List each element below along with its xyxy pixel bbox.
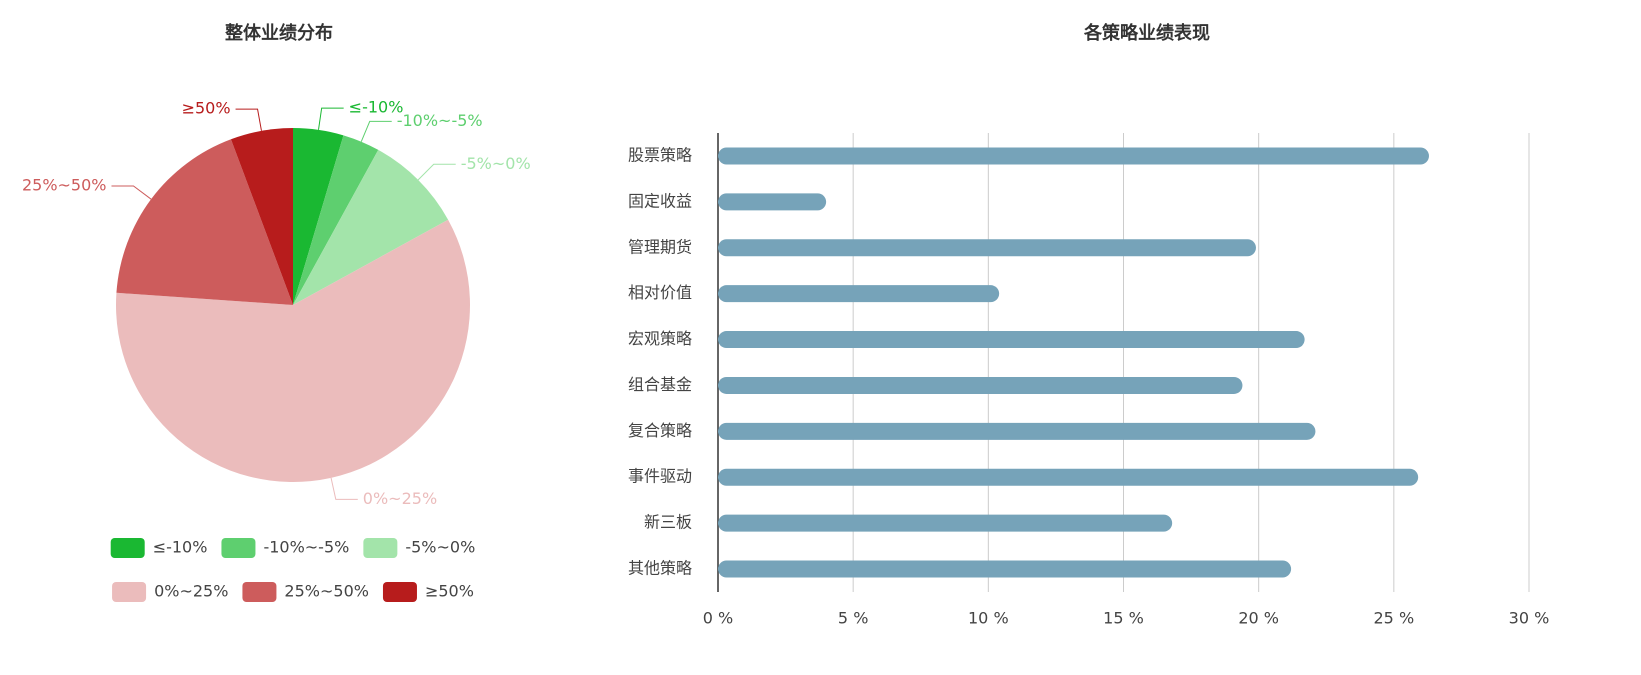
bar <box>718 422 1316 440</box>
slice-label: 25%~50% <box>22 176 107 195</box>
x-tick-label: 25 % <box>1374 609 1415 628</box>
legend-label: -5%~0% <box>405 538 475 557</box>
y-tick-label: 其他策略 <box>628 559 692 578</box>
x-tick-label: 0 % <box>703 609 733 628</box>
y-tick-label: 相对价值 <box>628 283 692 302</box>
bar <box>718 239 1256 257</box>
bar <box>718 193 827 211</box>
x-tick-label: 30 % <box>1509 609 1550 628</box>
y-tick-label: 宏观策略 <box>628 329 692 348</box>
x-tick-label: 10 % <box>968 609 1009 628</box>
pie-slice <box>230 128 293 305</box>
legend-label: ≥50% <box>425 582 474 601</box>
legend-label: 0%~25% <box>154 582 228 601</box>
y-tick-label: 股票策略 <box>628 146 692 165</box>
y-tick-label: 事件驱动 <box>628 467 692 486</box>
bar-title: 各策略业绩表现 <box>1083 22 1210 44</box>
pie-title: 整体业绩分布 <box>224 22 333 44</box>
pie-slice <box>293 128 344 305</box>
slice-label: ≥50% <box>182 99 231 118</box>
slice-label: -10%~-5% <box>397 111 483 130</box>
label-line <box>330 477 358 500</box>
label-line <box>317 107 344 130</box>
bar <box>718 514 1173 532</box>
label-line <box>360 120 392 142</box>
y-tick-label: 管理期货 <box>628 237 692 256</box>
label-line <box>235 108 262 131</box>
bar <box>718 468 1419 486</box>
y-tick-label: 新三板 <box>644 513 692 532</box>
legend-swatch <box>363 538 398 558</box>
legend-swatch <box>382 582 417 602</box>
slice-label: 0%~25% <box>363 489 437 508</box>
legend-swatch <box>112 582 147 602</box>
legend-swatch <box>110 538 145 558</box>
x-tick-label: 20 % <box>1238 609 1279 628</box>
pie-slice <box>293 135 379 305</box>
bar <box>718 147 1429 165</box>
label-line <box>111 185 152 200</box>
legend-label: 25%~50% <box>284 582 369 601</box>
legend-label: ≤-10% <box>153 538 208 557</box>
slice-label: ≤-10% <box>349 98 404 117</box>
bar <box>718 285 1000 303</box>
label-line <box>417 163 456 181</box>
legend-swatch <box>242 582 277 602</box>
y-tick-label: 固定收益 <box>628 191 692 210</box>
pie-slice <box>116 139 294 305</box>
x-tick-label: 5 % <box>838 609 868 628</box>
bar <box>718 331 1305 349</box>
y-tick-label: 组合基金 <box>628 375 692 394</box>
pie-slice <box>115 219 470 482</box>
slice-label: -5%~0% <box>461 154 531 173</box>
legend-label: -10%~-5% <box>263 538 349 557</box>
bar <box>718 376 1243 394</box>
legend-swatch <box>221 538 256 558</box>
pie-slice <box>293 149 449 305</box>
bar <box>718 560 1292 578</box>
x-tick-label: 15 % <box>1103 609 1144 628</box>
y-tick-label: 复合策略 <box>628 421 692 440</box>
